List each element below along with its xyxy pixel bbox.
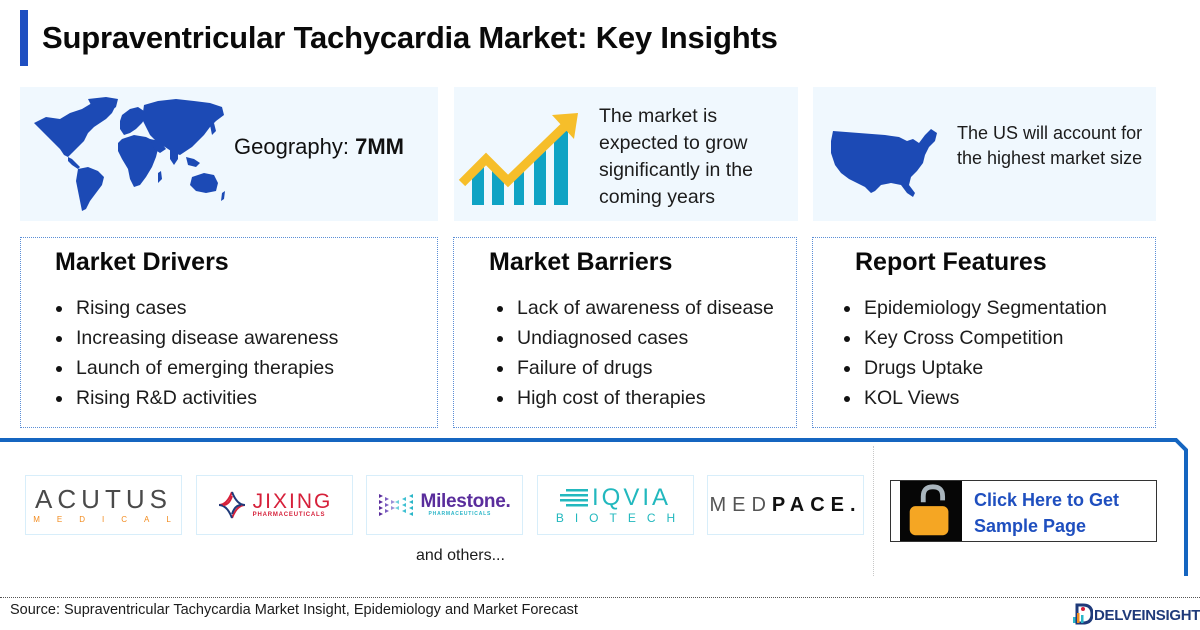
report-features-title: Report Features xyxy=(855,248,1047,276)
cta-label: Click Here to Get Sample Page xyxy=(962,481,1156,541)
delveinsight-logo: DELVEINSIGHT xyxy=(1073,603,1200,625)
list-item: Lack of awareness of disease xyxy=(495,293,774,323)
geography-card: Geography: 7MM xyxy=(20,87,438,221)
cta-label-line1: Click Here to Get xyxy=(974,490,1120,510)
world-map-icon xyxy=(34,97,225,211)
growth-chart-icon xyxy=(458,113,578,205)
geography-value: 7MM xyxy=(355,134,404,159)
geography-label: Geography: 7MM xyxy=(234,134,404,160)
source-citation: Source: Supraventricular Tachycardia Mar… xyxy=(10,602,578,618)
report-features-list: Epidemiology Segmentation Key Cross Comp… xyxy=(842,293,1107,413)
list-item: Rising R&D activities xyxy=(54,383,338,413)
growth-card: The market is expected to grow significa… xyxy=(454,87,798,221)
us-market-statement: The US will account for the highest mark… xyxy=(957,123,1143,168)
market-barriers-card: Market Barriers Lack of awareness of dis… xyxy=(453,237,797,428)
logo-jixing-pharmaceuticals: JIXING PHARMACEUTICALS xyxy=(196,475,353,535)
medpace-name-bold: PACE xyxy=(771,493,850,516)
medpace-suffix: . xyxy=(849,493,862,516)
market-drivers-card: Market Drivers Rising cases Increasing d… xyxy=(20,237,438,428)
market-barriers-title: Market Barriers xyxy=(489,248,673,276)
acutus-name: ACUTUS xyxy=(35,484,172,514)
delveinsight-name: DELVEINSIGHT xyxy=(1094,607,1200,624)
cta-label-line2: Sample Page xyxy=(974,516,1087,536)
get-sample-page-button[interactable]: Click Here to Get Sample Page xyxy=(890,480,1157,542)
title-accent-bar xyxy=(20,10,28,66)
list-item: Key Cross Competition xyxy=(842,323,1107,353)
bottom-frame xyxy=(0,438,1190,578)
jixing-mark-icon xyxy=(218,491,245,519)
logo-medpace: MEDPACE. xyxy=(707,475,864,535)
frame-right-line xyxy=(1184,454,1188,576)
logo-milestone-pharmaceuticals: Milestone. PHARMACEUTICALS xyxy=(366,475,523,535)
list-item: Undiagnosed cases xyxy=(495,323,774,353)
list-item: Rising cases xyxy=(54,293,338,323)
us-map-icon xyxy=(831,129,937,197)
list-item: Increasing disease awareness xyxy=(54,323,338,353)
milestone-mark-icon xyxy=(378,494,413,516)
list-item: Epidemiology Segmentation xyxy=(842,293,1107,323)
page-title: Supraventricular Tachycardia Market: Key… xyxy=(42,20,778,55)
market-drivers-title: Market Drivers xyxy=(55,248,229,276)
medpace-name-light: MED xyxy=(709,493,772,516)
list-item: High cost of therapies xyxy=(495,383,774,413)
milestone-sub: PHARMACEUTICALS xyxy=(428,511,492,517)
logo-acutus-medical: ACUTUS MEDICAL xyxy=(25,475,182,535)
iqvia-bars-icon xyxy=(559,489,588,507)
footer-divider xyxy=(0,597,1200,598)
geography-label-text: Geography: xyxy=(234,134,356,159)
iqvia-name: IQVIA xyxy=(591,484,672,511)
us-market-card: The US will account for the highest mark… xyxy=(813,87,1156,221)
milestone-name: Milestone. xyxy=(420,491,511,512)
growth-statement: The market is expected to grow significa… xyxy=(599,105,753,208)
acutus-sub: MEDICAL xyxy=(33,515,188,524)
list-item: Drugs Uptake xyxy=(842,353,1107,383)
list-item: Launch of emerging therapies xyxy=(54,353,338,383)
market-barriers-list: Lack of awareness of disease Undiagnosed… xyxy=(495,293,774,413)
list-item: Failure of drugs xyxy=(495,353,774,383)
logo-iqvia-biotech: IQVIA BIOTECH xyxy=(537,475,694,535)
report-features-card: Report Features Epidemiology Segmentatio… xyxy=(812,237,1156,428)
market-drivers-list: Rising cases Increasing disease awarenes… xyxy=(54,293,338,413)
page-header: Supraventricular Tachycardia Market: Key… xyxy=(20,10,778,66)
delveinsight-mark-icon xyxy=(1073,603,1093,625)
vertical-divider xyxy=(873,446,874,576)
unlocked-padlock-icon xyxy=(900,481,962,541)
frame-top-line xyxy=(0,438,1172,442)
jixing-name: JIXING xyxy=(252,490,333,513)
list-item: KOL Views xyxy=(842,383,1107,413)
others-label: and others... xyxy=(416,547,505,564)
iqvia-sub: BIOTECH xyxy=(555,511,687,525)
jixing-sub: PHARMACEUTICALS xyxy=(252,512,326,518)
